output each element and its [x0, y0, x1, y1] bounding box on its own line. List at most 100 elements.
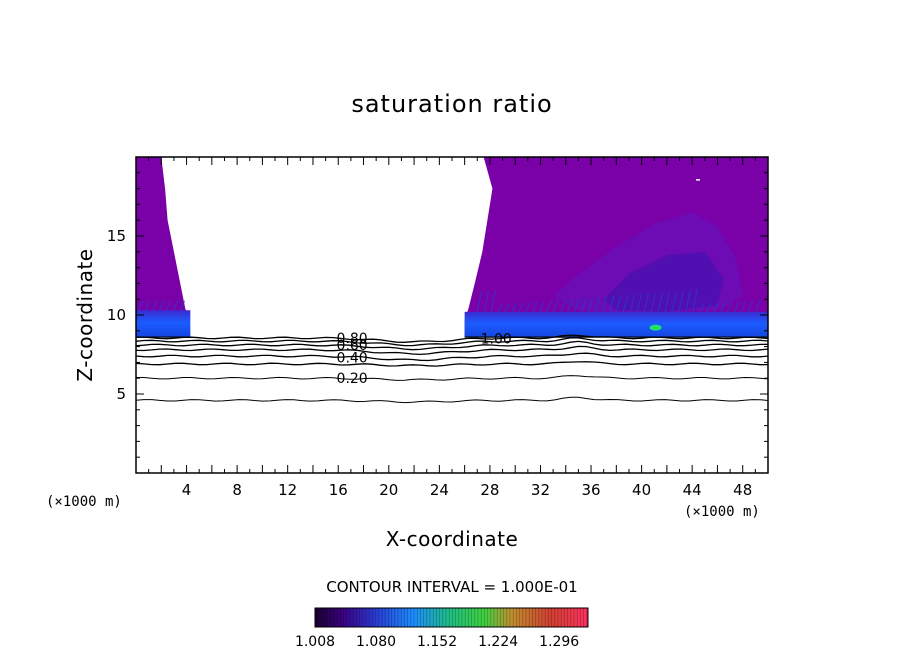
field-streak — [497, 303, 504, 313]
field-streak — [629, 294, 636, 312]
field-streak — [692, 289, 698, 312]
x-tick-label: 48 — [733, 481, 752, 499]
green-spot — [649, 324, 662, 331]
y-tick-label: 5 — [116, 385, 126, 403]
field-streak — [622, 294, 629, 312]
x-axis-ticks: 4 8 12 16 20 24 28 32 36 40 44 48 — [148, 157, 756, 499]
field-streak — [546, 300, 552, 313]
blue-band-left — [136, 310, 191, 338]
contour-labels: 0.800.600.40 0.20 1.00 — [337, 331, 512, 387]
field-streak — [518, 302, 524, 313]
x-tick-label: 12 — [278, 481, 297, 499]
field-streak — [657, 292, 664, 312]
field-streak — [747, 299, 754, 313]
colorbar-label: 1.224 — [478, 634, 518, 650]
field-streak — [490, 290, 497, 312]
field-streak — [608, 295, 615, 313]
field-streak — [476, 291, 483, 312]
contour-line — [136, 396, 768, 404]
x-tick-label: 4 — [182, 481, 192, 499]
y-tick-label: 15 — [107, 227, 126, 245]
colorbar: 1.008 1.080 1.152 1.224 1.296 — [295, 607, 589, 650]
field-streak — [539, 300, 545, 313]
field-streak — [144, 300, 151, 311]
contour-label: 1.00 — [481, 332, 512, 348]
x-tick-label: 36 — [581, 481, 600, 499]
y-axis-unit: (×1000 m) — [46, 494, 122, 510]
x-tick-label: 20 — [379, 481, 398, 499]
x-tick-label: 8 — [232, 481, 242, 499]
field-streak — [179, 300, 186, 311]
colorbar-gradient — [315, 608, 588, 627]
contour-label: 0.60 — [337, 338, 368, 354]
blue-band-right — [464, 311, 768, 338]
x-axis-label: X-coordinate — [386, 527, 519, 551]
y-tick-label: 10 — [107, 306, 126, 324]
colorbar-tick-labels: 1.008 1.080 1.152 1.224 1.296 — [295, 634, 579, 650]
x-tick-label: 24 — [430, 481, 449, 499]
field-streak — [706, 302, 712, 313]
field-streak — [594, 296, 601, 313]
colorbar-frame — [314, 607, 589, 628]
field-streak — [525, 301, 531, 313]
field-streak — [685, 290, 691, 312]
contour-label: 0.40 — [337, 351, 368, 367]
field-streak — [483, 290, 490, 312]
field-streak — [671, 291, 677, 312]
field-streak — [733, 300, 740, 313]
field-streak — [643, 293, 650, 312]
field-streak — [678, 290, 684, 312]
contour-line — [136, 345, 768, 356]
field-streak — [560, 299, 566, 313]
contour-label: 0.20 — [337, 371, 368, 387]
field-streak — [740, 300, 747, 313]
field-streak — [151, 300, 158, 311]
contour-line — [136, 375, 768, 381]
contour-lines — [136, 334, 768, 404]
saturation-field — [136, 157, 768, 338]
field-streak — [553, 299, 559, 313]
field-streak — [664, 291, 670, 312]
field-streak — [601, 296, 608, 313]
field-streak — [137, 300, 144, 311]
field-speck — [695, 179, 700, 181]
field-streak — [165, 300, 172, 311]
x-tick-label: 32 — [531, 481, 550, 499]
colorbar-label: 1.152 — [417, 634, 457, 650]
field-streak — [587, 297, 594, 313]
colorbar-label: 1.008 — [295, 634, 335, 650]
field-streak — [511, 302, 518, 313]
field-streak — [720, 301, 726, 313]
field-streak — [650, 292, 657, 312]
field-streak — [172, 300, 179, 311]
contour-interval-text: CONTOUR INTERVAL = 1.000E-01 — [326, 578, 577, 596]
contour-line — [136, 337, 768, 347]
field-streak — [567, 298, 573, 313]
supersaturated-region-left — [136, 157, 191, 338]
field-streak — [713, 302, 719, 313]
contour-line — [136, 340, 768, 351]
field-streak — [727, 301, 733, 313]
field-streak — [754, 299, 761, 313]
colorbar-label: 1.080 — [356, 634, 396, 650]
contour-line — [136, 361, 768, 367]
field-streak — [699, 303, 705, 313]
x-tick-label: 44 — [683, 481, 702, 499]
contour-label: 0.80 — [337, 331, 368, 347]
chart-title: saturation ratio — [351, 90, 552, 118]
colorbar-label: 1.296 — [539, 634, 579, 650]
contour-line — [136, 352, 768, 362]
field-streak — [504, 303, 511, 313]
y-axis-ticks: 5 10 15 — [107, 172, 768, 458]
field-streak — [574, 298, 580, 313]
field-streak — [580, 297, 587, 313]
x-tick-label: 16 — [329, 481, 348, 499]
x-tick-label: 40 — [632, 481, 651, 499]
field-streak — [636, 293, 643, 312]
x-tick-label: 28 — [480, 481, 499, 499]
field-streak — [158, 300, 165, 311]
colorbar-stripes — [317, 608, 588, 627]
plot-area — [136, 157, 768, 404]
x-axis-unit: (×1000 m) — [684, 504, 760, 520]
